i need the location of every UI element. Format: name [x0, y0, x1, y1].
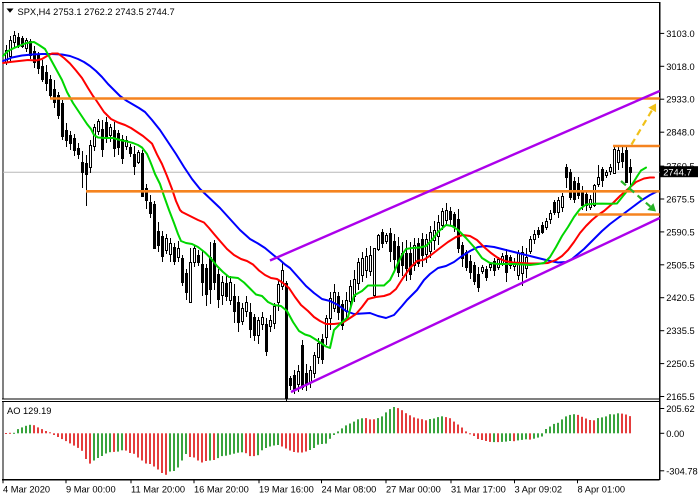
svg-text:3018.0: 3018.0: [666, 62, 694, 72]
svg-text:2165.5: 2165.5: [666, 392, 694, 402]
svg-text:2675.5: 2675.5: [666, 195, 694, 205]
svg-text:2505.5: 2505.5: [666, 260, 694, 270]
svg-text:2335.5: 2335.5: [666, 326, 694, 336]
svg-text:3 Apr 09:02: 3 Apr 09:02: [515, 484, 563, 494]
svg-text:AO 129.19: AO 129.19: [7, 406, 51, 416]
svg-text:9 Mar 00:00: 9 Mar 00:00: [66, 484, 116, 494]
svg-text:31 Mar 17:00: 31 Mar 17:00: [451, 484, 506, 494]
svg-text:2590.5: 2590.5: [666, 227, 694, 237]
svg-text:4 Mar 2020: 4 Mar 2020: [3, 484, 50, 494]
svg-text:3103.0: 3103.0: [666, 29, 694, 39]
svg-text:-304.78: -304.78: [666, 466, 698, 476]
svg-text:19 Mar 16:00: 19 Mar 16:00: [259, 484, 314, 494]
svg-text:27 Mar 00:00: 27 Mar 00:00: [386, 484, 441, 494]
svg-text:2420.5: 2420.5: [666, 293, 694, 303]
svg-text:2933.0: 2933.0: [666, 95, 694, 105]
svg-text:2848.0: 2848.0: [666, 128, 694, 138]
svg-text:16 Mar 20:00: 16 Mar 20:00: [194, 484, 249, 494]
svg-text:11 Mar 20:00: 11 Mar 20:00: [131, 484, 185, 494]
svg-text:0.00: 0.00: [666, 429, 684, 439]
svg-text:24 Mar 08:00: 24 Mar 08:00: [322, 484, 377, 494]
svg-text:2744.7: 2744.7: [663, 168, 691, 178]
svg-text:2250.5: 2250.5: [666, 359, 694, 369]
svg-text:SPX,H4 2753.1 2762.2 2743.5 2: SPX,H4 2753.1 2762.2 2743.5 2744.7: [18, 7, 175, 17]
svg-text:205.62: 205.62: [666, 404, 694, 414]
svg-text:8 Apr 01:00: 8 Apr 01:00: [578, 484, 626, 494]
